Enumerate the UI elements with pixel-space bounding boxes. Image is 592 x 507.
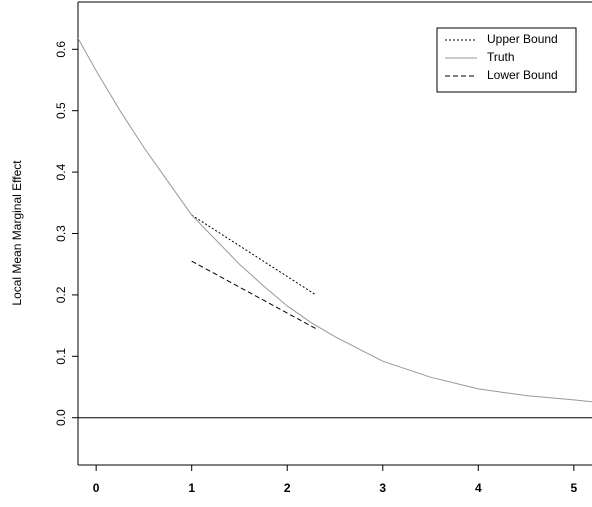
y-tick-label: 0.1 [54,348,68,365]
y-tick-label: 0.5 [54,102,68,119]
y-tick-label: 0.2 [54,286,68,303]
legend-label: Truth [487,50,515,64]
y-tick-label: 0.0 [54,409,68,426]
x-tick-label: 4 [475,481,482,495]
line-series [191,214,317,296]
x-tick-label: 0 [93,481,100,495]
y-tick-label: 0.3 [54,225,68,242]
legend-label: Upper Bound [487,32,558,46]
x-tick-label: 1 [188,481,195,495]
y-tick-label: 0.4 [54,163,68,180]
x-tick-label: 5 [571,481,578,495]
x-tick-label: 2 [284,481,291,495]
legend-label: Lower Bound [487,68,558,82]
y-tick-label: 0.6 [54,41,68,58]
x-tick-label: 3 [379,481,386,495]
line-series [78,37,592,403]
legend-box [436,27,577,93]
line-series [191,260,317,330]
y-axis-label: Local Mean Marginal Effect [10,160,24,306]
legend: Upper Bound Truth Lower Bound [436,27,577,93]
